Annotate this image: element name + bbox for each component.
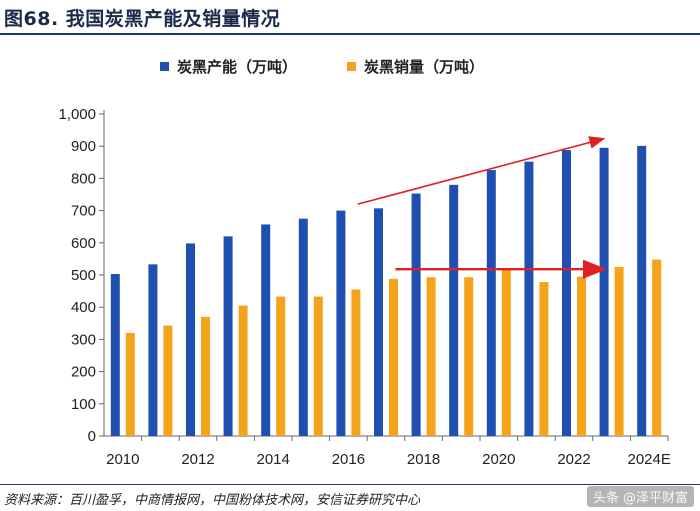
y-tick-label: 600 xyxy=(71,235,96,252)
watermark: 头条 @泽平财富 xyxy=(586,486,694,507)
y-tick-label: 300 xyxy=(71,331,96,348)
title-bar: 图68. 我国炭黑产能及销量情况 xyxy=(0,0,700,34)
legend-swatch-sales xyxy=(347,62,357,71)
bar-capacity-2012 xyxy=(186,243,195,436)
bar-sales-2022 xyxy=(577,276,586,436)
x-tick-label-2020: 2020 xyxy=(482,451,515,468)
y-tick-label: 900 xyxy=(71,138,96,155)
y-tick-label: 200 xyxy=(71,364,96,381)
x-tick-label-2014: 2014 xyxy=(257,451,290,468)
legend: 炭黑产能（万吨） 炭黑销量（万吨） xyxy=(160,56,484,77)
y-tick-label: 100 xyxy=(71,396,96,413)
bar-sales-2014 xyxy=(276,296,286,436)
x-tick-label-2018: 2018 xyxy=(407,451,440,468)
legend-label-sales: 炭黑销量（万吨） xyxy=(364,58,485,76)
bar-capacity-2019 xyxy=(449,184,459,436)
bar-sales-2012 xyxy=(201,316,210,436)
bar-capacity-2015 xyxy=(298,218,308,436)
bar-capacity-2013 xyxy=(223,236,233,436)
bar-sales-2010 xyxy=(125,332,135,436)
chart-title: 图68. 我国炭黑产能及销量情况 xyxy=(4,7,281,30)
footer-divider xyxy=(0,484,700,485)
bar-sales-2017 xyxy=(389,278,398,436)
bar-capacity-2023 xyxy=(599,147,609,436)
bar-sales-2018 xyxy=(426,277,436,436)
x-tick-label-2010: 2010 xyxy=(106,451,139,468)
bar-sales-2011 xyxy=(163,325,173,436)
x-tick-label-2016: 2016 xyxy=(332,451,365,468)
legend-swatch-capacity xyxy=(160,62,169,71)
bar-capacity-2018 xyxy=(411,193,421,436)
x-tick-label-2022: 2022 xyxy=(557,451,590,468)
bar-sales-2015 xyxy=(313,296,323,436)
y-tick-label: 500 xyxy=(71,267,96,284)
bar-sales-2020 xyxy=(501,268,511,436)
bar-capacity-2014 xyxy=(261,224,271,436)
bar-capacity-2022 xyxy=(562,150,571,436)
bar-chart: 0 100 200 300 400 500 600 700 800 900 1,000 2010 201… xyxy=(58,106,671,468)
x-tick-label-2024E: 2024E xyxy=(628,451,671,468)
bar-capacity-2020 xyxy=(486,170,496,436)
bar-sales-2019 xyxy=(464,277,474,436)
x-tick-label-2012: 2012 xyxy=(181,451,214,468)
bar-sales-2024E xyxy=(652,259,662,436)
bar-capacity-2010 xyxy=(110,274,120,436)
bar-capacity-2011 xyxy=(148,264,158,436)
bar-capacity-2021 xyxy=(524,161,534,436)
bar-capacity-2016 xyxy=(336,210,346,436)
y-tick-label: 400 xyxy=(71,299,96,316)
source-note: 资料来源：百川盈孚，中商情报网，中国粉体技术网，安信证券研究中心 xyxy=(4,493,421,508)
legend-label-capacity: 炭黑产能（万吨） xyxy=(177,58,298,76)
trend-arrow-1 xyxy=(357,136,606,205)
y-tick-label: 800 xyxy=(71,170,96,187)
bar-sales-2021 xyxy=(539,282,549,436)
y-tick-label: 700 xyxy=(71,203,96,220)
bar-sales-2013 xyxy=(238,305,248,436)
y-tick-label: 1,000 xyxy=(58,106,96,123)
bar-sales-2023 xyxy=(614,266,624,436)
bar-sales-2016 xyxy=(351,289,361,436)
bar-capacity-2017 xyxy=(374,208,383,436)
title-divider xyxy=(0,33,700,35)
bar-capacity-2024E xyxy=(637,145,647,437)
legend-item-capacity: 炭黑产能（万吨） xyxy=(160,56,297,77)
legend-item-sales: 炭黑销量（万吨） xyxy=(347,56,484,77)
y-tick-label: 0 xyxy=(88,428,96,445)
